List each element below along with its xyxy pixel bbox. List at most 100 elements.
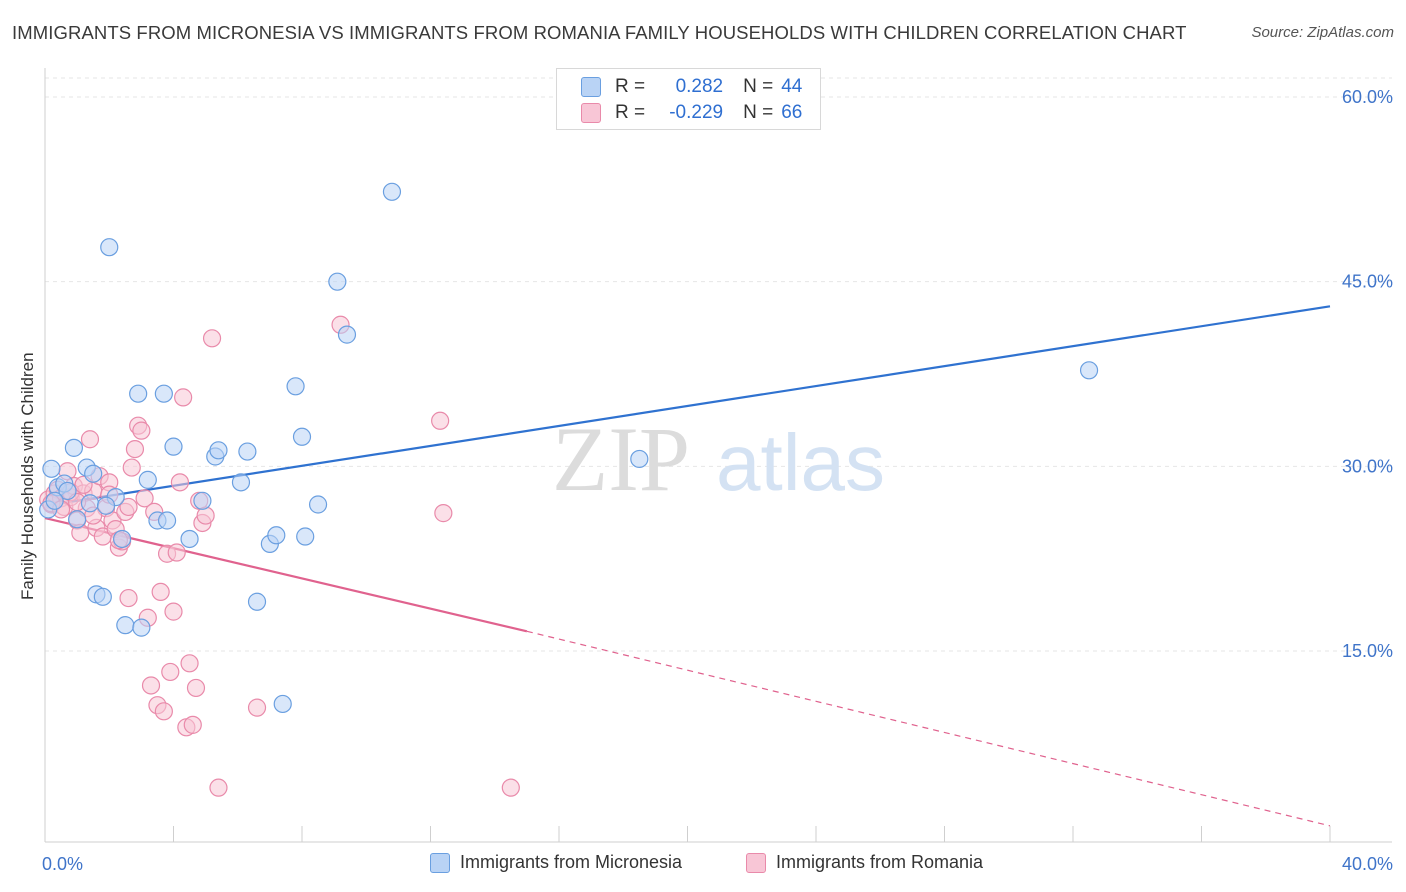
point-micronesia [267, 526, 286, 545]
trendline-romania-extension [526, 630, 1331, 827]
point-micronesia [247, 592, 267, 611]
point-micronesia [154, 384, 173, 403]
n-value: 66 [781, 102, 803, 123]
points-micronesia [39, 182, 1099, 714]
x-tick-label: 40.0% [1342, 854, 1393, 874]
point-micronesia [337, 325, 357, 344]
point-romania [151, 582, 170, 602]
point-micronesia [328, 272, 347, 291]
point-micronesia [116, 616, 135, 635]
point-romania [167, 543, 186, 562]
point-romania [183, 715, 202, 734]
point-romania [434, 504, 453, 523]
point-micronesia [80, 494, 100, 513]
point-romania [119, 497, 138, 517]
source-label: Source: ZipAtlas.com [1251, 24, 1394, 41]
point-romania [164, 602, 183, 621]
axes [44, 68, 1392, 843]
point-micronesia [1079, 361, 1099, 380]
y-tick-label: 15.0% [1342, 641, 1393, 661]
point-micronesia [42, 459, 61, 478]
point-romania [174, 388, 193, 407]
point-romania [125, 439, 145, 459]
point-micronesia [100, 238, 119, 257]
watermark: ZIP atlas [552, 408, 885, 510]
point-romania [247, 698, 267, 717]
point-micronesia [112, 529, 132, 549]
r-label: R = [615, 102, 646, 123]
micronesia-swatch [581, 77, 601, 97]
point-micronesia [129, 384, 148, 403]
point-romania [122, 458, 141, 477]
point-micronesia [157, 511, 177, 530]
point-romania [141, 676, 161, 695]
point-micronesia [164, 437, 183, 456]
x-tick-label: 0.0% [42, 854, 83, 874]
legend-item-micronesia[interactable]: Immigrants from Micronesia [430, 852, 682, 873]
legend-label-romania: Immigrants from Romania [776, 852, 984, 872]
correlation-row-micronesia: R = 0.282 N = 44 [581, 74, 802, 100]
point-micronesia [296, 527, 315, 546]
point-micronesia [238, 442, 257, 461]
y-tick-label: 30.0% [1342, 456, 1393, 476]
correlation-legend: R = 0.282 N = 44 R = -0.229 N = 66 [556, 68, 821, 130]
point-micronesia [180, 529, 199, 549]
points-romania [39, 315, 520, 797]
romania-swatch [746, 852, 766, 873]
point-micronesia [45, 491, 64, 510]
point-micronesia [93, 587, 112, 606]
y-tick-label: 45.0% [1342, 272, 1393, 292]
point-micronesia [96, 496, 116, 515]
trendline-micronesia [44, 305, 1331, 507]
point-micronesia [630, 449, 649, 469]
r-value: -0.229 [669, 102, 724, 123]
tick-labels: 15.0% 30.0% 45.0% 60.0% 0.0% 40.0% [42, 87, 1393, 874]
r-value: 0.282 [675, 76, 724, 97]
point-romania [135, 489, 154, 508]
point-romania [119, 588, 138, 608]
point-romania [209, 778, 228, 797]
point-romania [161, 662, 180, 682]
r-label: R = [615, 76, 646, 97]
point-romania [170, 473, 190, 492]
y-tick-label: 60.0% [1342, 87, 1393, 107]
n-label: N = [743, 102, 774, 123]
point-micronesia [292, 427, 312, 446]
point-romania [431, 411, 450, 430]
watermark-zip: ZIP [552, 408, 690, 510]
n-value: 44 [781, 76, 803, 97]
legend-label-micronesia: Immigrants from Micronesia [460, 852, 683, 872]
point-micronesia [132, 618, 151, 637]
series-legend: Immigrants from Micronesia Immigrants fr… [0, 850, 1406, 880]
point-micronesia [209, 441, 228, 460]
y-axis-label: Family Households with Children [18, 352, 37, 600]
legend-item-romania[interactable]: Immigrants from Romania [746, 852, 983, 873]
point-romania [132, 421, 151, 440]
watermark-atlas: atlas [716, 418, 885, 507]
point-romania [186, 678, 206, 698]
point-micronesia [58, 481, 77, 501]
trendlines [44, 305, 1331, 827]
point-micronesia [273, 694, 292, 714]
point-micronesia [231, 473, 251, 492]
point-micronesia [382, 182, 402, 201]
point-micronesia [68, 510, 87, 529]
point-micronesia [193, 491, 212, 510]
chart-title: IMMIGRANTS FROM MICRONESIA VS IMMIGRANTS… [12, 22, 1187, 43]
point-romania [80, 430, 100, 449]
point-romania [501, 778, 520, 797]
romania-swatch [581, 103, 601, 123]
point-romania [180, 654, 199, 673]
point-micronesia [308, 495, 328, 514]
micronesia-swatch [430, 852, 450, 873]
point-romania [202, 329, 222, 348]
point-micronesia [84, 464, 103, 483]
point-micronesia [138, 470, 157, 489]
correlation-row-romania: R = -0.229 N = 66 [581, 100, 802, 126]
point-micronesia [286, 377, 305, 396]
point-romania [196, 506, 215, 525]
n-label: N = [743, 76, 774, 97]
point-micronesia [64, 438, 84, 457]
point-romania [154, 702, 173, 721]
